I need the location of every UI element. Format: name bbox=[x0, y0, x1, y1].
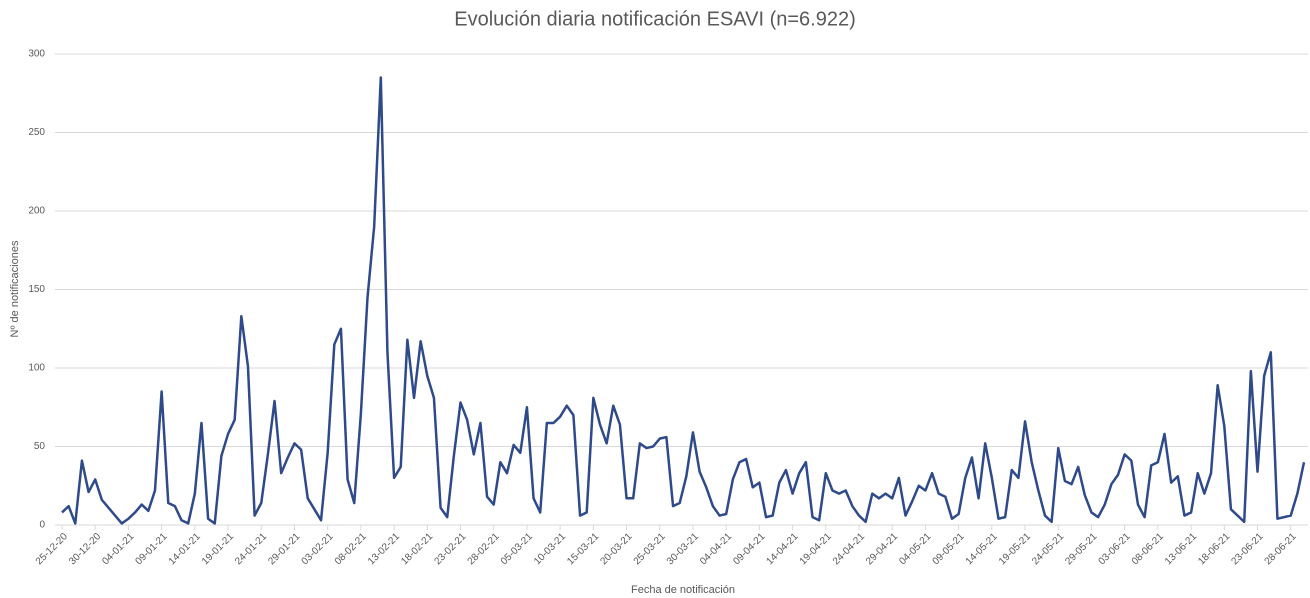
x-tick-label: 09-01-21 bbox=[134, 531, 170, 567]
x-tick-label: 25-03-21 bbox=[632, 531, 668, 567]
x-tick-label: 29-05-21 bbox=[1063, 531, 1099, 567]
y-tick-label: 100 bbox=[28, 363, 45, 374]
x-tick-label: 30-03-21 bbox=[665, 531, 701, 567]
x-tick-label: 28-02-21 bbox=[466, 531, 502, 567]
x-tick-label: 25-12-20 bbox=[34, 531, 70, 567]
x-tick-label: 24-05-21 bbox=[1030, 531, 1066, 567]
x-tick-label: 15-03-21 bbox=[565, 531, 601, 567]
x-tick-label: 10-03-21 bbox=[532, 531, 568, 567]
x-tick-label: 09-05-21 bbox=[931, 531, 967, 567]
x-tick-label: 14-04-21 bbox=[764, 531, 800, 567]
x-tick-label: 18-06-21 bbox=[1196, 531, 1232, 567]
x-tick-label: 28-06-21 bbox=[1263, 531, 1299, 567]
x-tick-label: 14-01-21 bbox=[167, 531, 203, 567]
x-tick-label: 23-02-21 bbox=[432, 531, 468, 567]
x-tick-label: 24-01-21 bbox=[233, 531, 269, 567]
y-axis-title: Nº de notificaciones bbox=[9, 240, 21, 337]
x-tick-label: 19-04-21 bbox=[798, 531, 834, 567]
x-tick-label: 30-12-20 bbox=[67, 531, 103, 567]
x-tick-label: 04-05-21 bbox=[897, 531, 933, 567]
chart-title: Evolución diaria notificación ESAVI (n=6… bbox=[454, 8, 856, 30]
x-tick-label: 03-02-21 bbox=[300, 531, 336, 567]
x-tick-label: 18-02-21 bbox=[399, 531, 435, 567]
x-tick-label: 23-06-21 bbox=[1229, 531, 1265, 567]
y-tick-label: 50 bbox=[34, 441, 46, 452]
x-tick-label: 04-04-21 bbox=[698, 531, 734, 567]
y-tick-label: 200 bbox=[28, 206, 45, 217]
x-tick-label: 20-03-21 bbox=[598, 531, 634, 567]
y-tick-label: 0 bbox=[39, 520, 45, 531]
x-tick-label: 09-04-21 bbox=[731, 531, 767, 567]
y-tick-label: 300 bbox=[28, 49, 45, 60]
x-tick-label: 08-06-21 bbox=[1130, 531, 1166, 567]
x-tick-label: 08-02-21 bbox=[333, 531, 369, 567]
x-tick-label: 19-05-21 bbox=[997, 531, 1033, 567]
x-axis-title: Fecha de notificación bbox=[631, 584, 735, 596]
x-tick-label: 29-04-21 bbox=[864, 531, 900, 567]
x-tick-label: 19-01-21 bbox=[200, 531, 236, 567]
x-tick-label: 24-04-21 bbox=[831, 531, 867, 567]
x-tick-label: 14-05-21 bbox=[964, 531, 1000, 567]
x-tick-label: 05-03-21 bbox=[499, 531, 535, 567]
x-tick-label: 03-06-21 bbox=[1097, 531, 1133, 567]
x-tick-label: 04-01-21 bbox=[100, 531, 136, 567]
x-tick-label: 13-06-21 bbox=[1163, 531, 1199, 567]
x-tick-label: 29-01-21 bbox=[266, 531, 302, 567]
y-tick-label: 150 bbox=[28, 284, 45, 295]
x-tick-label: 13-02-21 bbox=[366, 531, 402, 567]
data-line bbox=[61, 76, 1306, 525]
y-tick-label: 250 bbox=[28, 127, 45, 138]
